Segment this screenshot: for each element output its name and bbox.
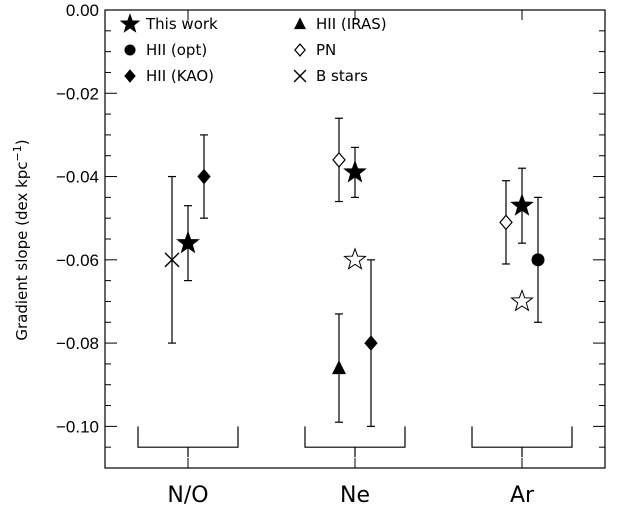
legend: This work HII (opt) HII (KAO) HII (IRAS) PN B… <box>119 13 387 85</box>
y-tick-label: −0.06 <box>56 251 99 270</box>
y-tick-label: −0.10 <box>56 417 99 436</box>
marker-star-filled <box>343 159 367 183</box>
marker-diamond-filled <box>364 335 378 351</box>
legend-label: PN <box>316 41 336 59</box>
marker-diamond-open <box>332 151 346 168</box>
y-tick-label: −0.02 <box>56 84 99 103</box>
y-tick-label: −0.04 <box>56 168 99 187</box>
legend-label: This work <box>145 15 218 33</box>
x-axis-ticks: N/O Ne Ar <box>167 10 535 508</box>
marker-diamond-filled <box>197 168 211 185</box>
y-tick-label: 0.00 <box>66 1 99 20</box>
marker-circle <box>124 44 136 56</box>
y-axis-title: Gradient slope (dex kpc−1) <box>11 139 31 340</box>
marker-star-open <box>510 288 534 312</box>
marker-triangle <box>294 17 306 30</box>
marker-star-filled <box>510 193 534 216</box>
category-bracket <box>304 426 406 458</box>
marker-circle <box>531 253 545 267</box>
marker-diamond-open <box>294 43 306 57</box>
y-tick-label: −0.08 <box>56 334 99 353</box>
marker-triangle <box>332 360 346 375</box>
legend-label: HII (IRAS) <box>316 15 387 33</box>
data-points <box>164 117 545 427</box>
marker-diamond-filled <box>124 69 136 83</box>
marker-star-open <box>343 247 367 270</box>
marker-diamond-open <box>499 214 513 231</box>
x-category-label: Ne <box>340 483 370 508</box>
marker-cross <box>164 252 180 268</box>
marker-cross <box>293 69 307 83</box>
category-bracket <box>137 426 239 458</box>
legend-label: B stars <box>316 67 368 85</box>
x-category-label: N/O <box>167 483 208 508</box>
x-category-label: Ar <box>510 483 535 508</box>
marker-star-filled <box>176 230 200 254</box>
legend-label: HII (KAO) <box>146 67 214 85</box>
category-brackets <box>137 426 573 458</box>
category-bracket <box>471 426 573 458</box>
y-axis-ticks: 0.00 −0.02 −0.04 −0.06 −0.08 −0.10 <box>56 1 605 469</box>
marker-star-filled <box>119 13 141 33</box>
legend-label: HII (opt) <box>146 41 207 59</box>
